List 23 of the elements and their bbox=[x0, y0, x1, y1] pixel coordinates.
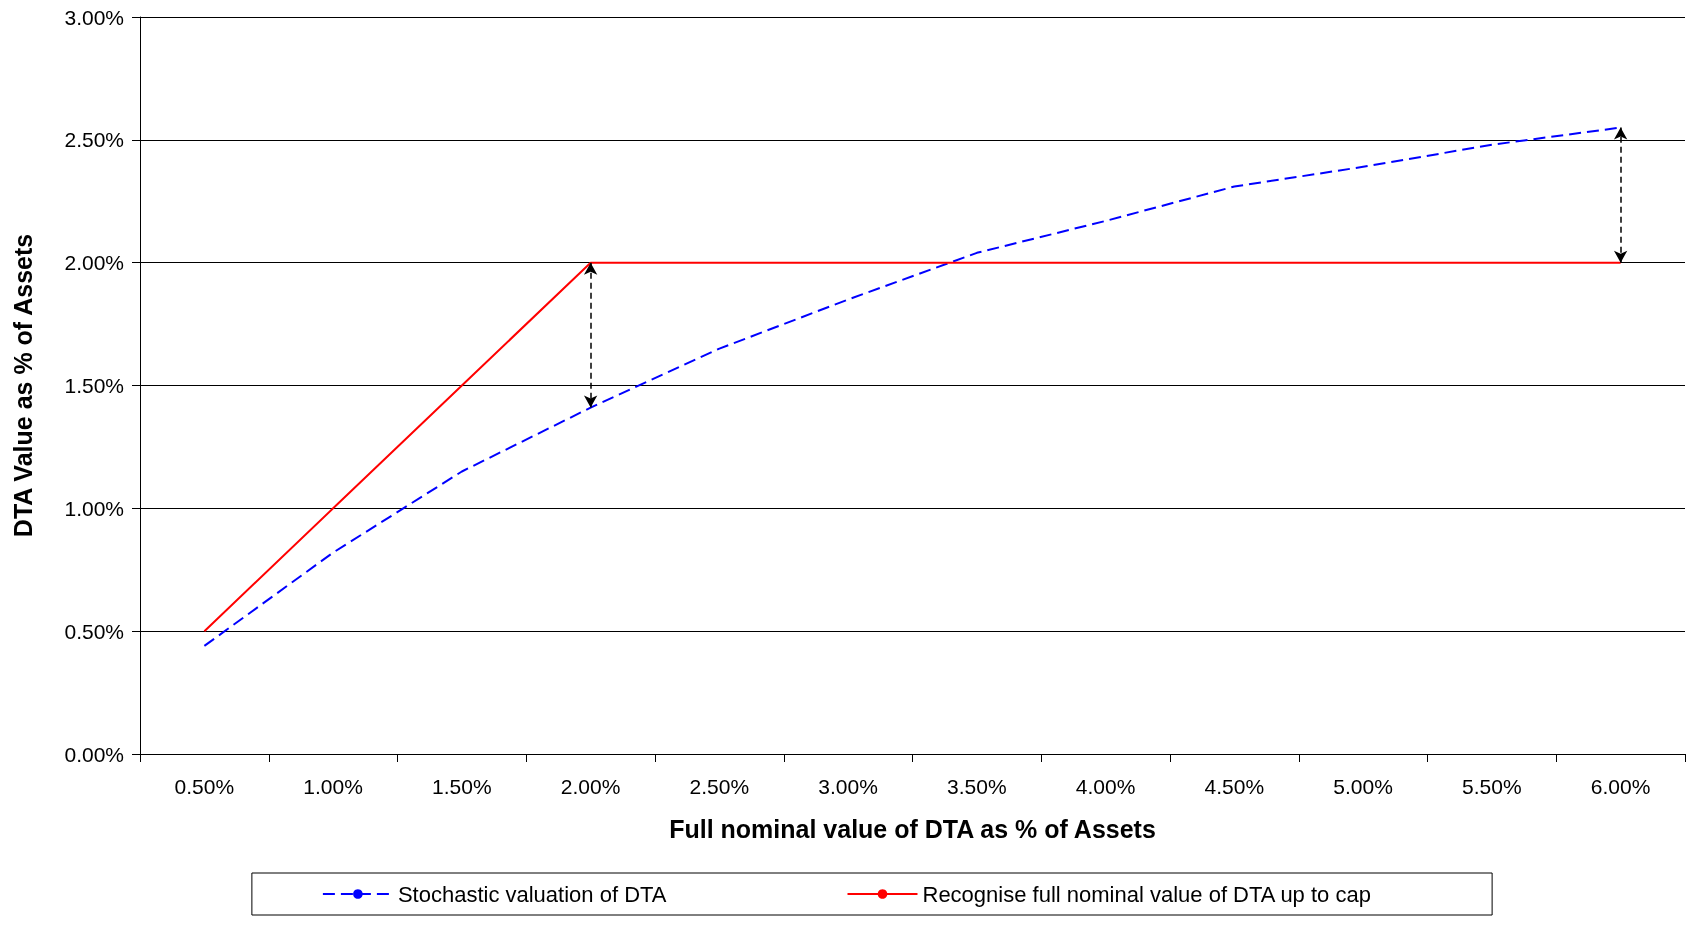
y-tick-label: 0.50% bbox=[64, 619, 124, 643]
x-tick-label: 0.50% bbox=[174, 775, 235, 798]
y-axis-title: DTA Value as % of Assets bbox=[8, 233, 37, 538]
x-tick-label: 1.50% bbox=[432, 775, 492, 798]
y-tick-label: 2.00% bbox=[64, 251, 124, 275]
x-tick-label: 2.00% bbox=[560, 775, 621, 798]
legend-label: Recognise full nominal value of DTA up to cap bbox=[922, 881, 1371, 907]
y-tick-label: 1.50% bbox=[64, 374, 124, 397]
x-tick-label: 4.50% bbox=[1204, 775, 1265, 798]
x-tick-label: 1.00% bbox=[303, 775, 363, 798]
x-tick-label: 6.00% bbox=[1590, 775, 1651, 798]
x-axis-title: Full nominal value of DTA as % of Assets bbox=[669, 814, 1156, 843]
y-tick-label: 3.00% bbox=[64, 5, 124, 29]
y-tick-label: 1.00% bbox=[64, 496, 124, 520]
y-tick-label: 2.50% bbox=[64, 128, 124, 152]
x-tick-label: 3.50% bbox=[947, 775, 1007, 798]
x-tick-label: 4.00% bbox=[1075, 775, 1136, 798]
x-tick-label: 3.00% bbox=[818, 775, 878, 798]
legend-label: Stochastic valuation of DTA bbox=[397, 881, 667, 907]
x-tick-label: 2.50% bbox=[689, 775, 750, 798]
x-tick-label: 5.50% bbox=[1462, 775, 1522, 798]
y-tick-label: 0.00% bbox=[64, 742, 124, 766]
x-tick-label: 5.00% bbox=[1333, 775, 1393, 798]
